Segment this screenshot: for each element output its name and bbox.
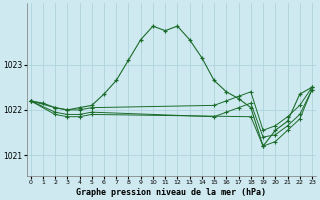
X-axis label: Graphe pression niveau de la mer (hPa): Graphe pression niveau de la mer (hPa)	[76, 188, 266, 197]
